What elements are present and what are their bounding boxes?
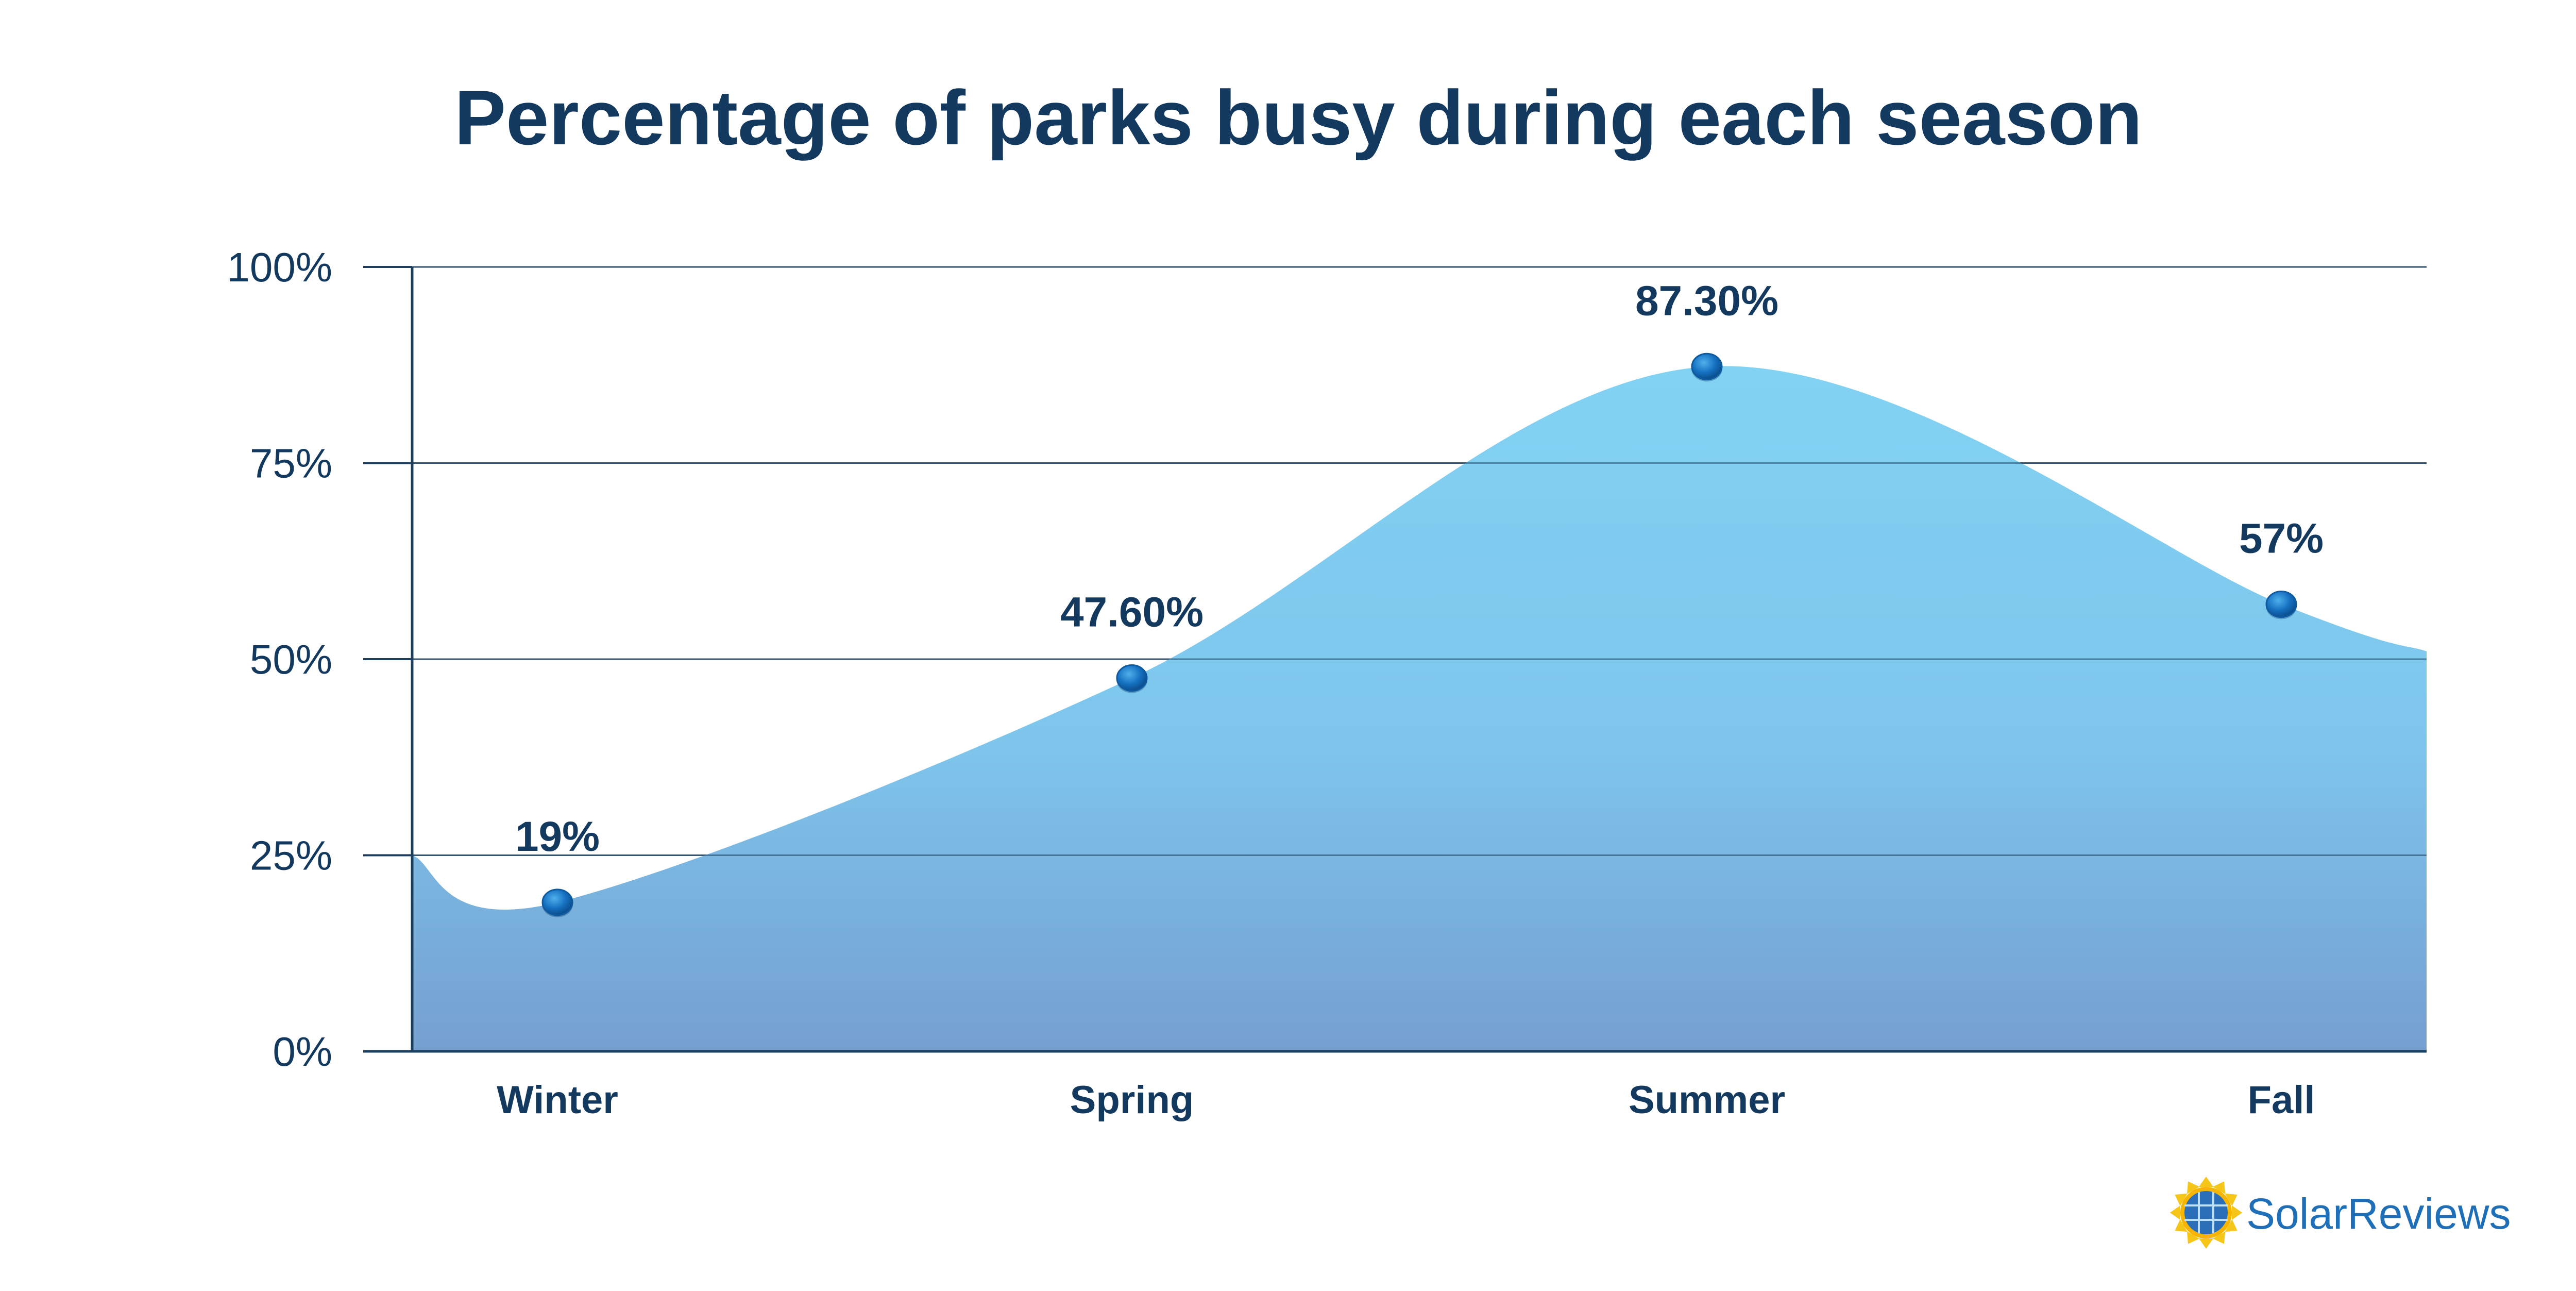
x-category-label: Fall xyxy=(2248,1078,2315,1122)
data-point xyxy=(1691,353,1723,380)
axis-layer xyxy=(363,267,2427,1053)
y-tick-label: 0% xyxy=(273,1029,332,1075)
x-category-labels: Winter Spring Summer Fall xyxy=(497,1078,2315,1122)
area-series xyxy=(412,366,2427,1051)
data-point xyxy=(1116,664,1148,692)
data-point xyxy=(541,888,573,916)
x-category-label: Summer xyxy=(1629,1078,1785,1122)
x-category-label: Spring xyxy=(1070,1078,1194,1122)
sun-solar-panel-icon xyxy=(2170,1177,2242,1249)
area-layer xyxy=(412,266,2427,1051)
data-label: 57% xyxy=(2239,515,2324,562)
data-labels: 19% 47.60% 87.30% 57% xyxy=(515,277,2324,860)
data-points xyxy=(541,353,2297,917)
chart-title: Percentage of parks busy during each sea… xyxy=(454,74,2142,161)
data-label: 19% xyxy=(515,813,600,860)
y-tick-label: 75% xyxy=(250,441,332,487)
y-tick-label: 50% xyxy=(250,636,332,682)
brand-logo-text: SolarReviews xyxy=(2246,1189,2511,1238)
data-label: 87.30% xyxy=(1635,277,1778,324)
y-tick-labels: 0% 25% 50% 75% 100% xyxy=(227,244,332,1075)
y-tick-label: 100% xyxy=(227,244,332,290)
data-label: 47.60% xyxy=(1060,589,1204,636)
y-tick-label: 25% xyxy=(250,833,332,879)
brand-logo: SolarReviews xyxy=(2170,1177,2511,1249)
data-point xyxy=(2265,590,2297,618)
x-category-label: Winter xyxy=(497,1078,618,1122)
